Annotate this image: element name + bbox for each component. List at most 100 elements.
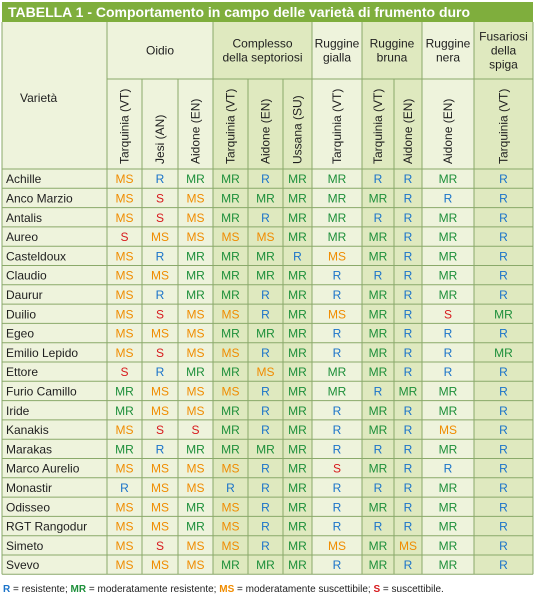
rating-cell: R xyxy=(404,249,413,263)
rating-cell: R xyxy=(499,230,508,244)
rating-cell: MS xyxy=(399,539,417,553)
rating-cell: MR xyxy=(439,288,458,302)
group-header-label: nera xyxy=(436,51,460,65)
rating-cell: MR xyxy=(439,404,458,418)
rating-cell: MR xyxy=(369,346,388,360)
rating-cell: R xyxy=(261,500,270,514)
rating-cell: R xyxy=(261,384,270,398)
rating-cell: R xyxy=(261,404,270,418)
rating-cell: R xyxy=(374,269,383,283)
legend-key: MS xyxy=(219,584,235,595)
rating-cell: MS xyxy=(116,346,134,360)
rating-cell: MS xyxy=(257,365,275,379)
rating-cell: R xyxy=(374,384,383,398)
rating-cell: MR xyxy=(288,442,307,456)
rating-cell: R xyxy=(499,288,508,302)
rating-cell: R xyxy=(261,539,270,553)
rating-cell: S xyxy=(120,365,128,379)
rating-cell: R xyxy=(261,423,270,437)
group-header-label: della xyxy=(491,44,517,58)
rating-cell: MR xyxy=(186,172,205,186)
rating-cell: MR xyxy=(256,269,275,283)
group-header-label: della septoriosi xyxy=(222,51,302,65)
rating-cell: MS xyxy=(151,384,169,398)
variety-name: RGT Rangodur xyxy=(6,520,87,534)
rating-cell: MS xyxy=(116,269,134,283)
rating-cell: MR xyxy=(328,230,347,244)
rating-cell: MS xyxy=(116,539,134,553)
row-header-label: Varietà xyxy=(20,91,57,105)
rating-cell: MS xyxy=(187,404,205,418)
rating-cell: MR xyxy=(256,327,275,341)
rating-cell: MR xyxy=(369,404,388,418)
rating-cell: MS xyxy=(116,172,134,186)
rating-cell: MR xyxy=(221,423,240,437)
rating-cell: MR xyxy=(288,520,307,534)
rating-cell: MR xyxy=(288,346,307,360)
rating-cell: MR xyxy=(186,500,205,514)
rating-cell: R xyxy=(404,423,413,437)
rating-cell: MR xyxy=(369,500,388,514)
rating-cell: R xyxy=(374,442,383,456)
rating-cell: MR xyxy=(494,346,513,360)
rating-cell: R xyxy=(261,520,270,534)
rating-cell: MR xyxy=(328,211,347,225)
rating-cell: MR xyxy=(439,269,458,283)
rating-cell: MR xyxy=(288,481,307,495)
rating-cell: MR xyxy=(221,288,240,302)
rating-cell: R xyxy=(156,288,165,302)
group-header-label: Complesso xyxy=(232,37,292,51)
group-header-label: bruna xyxy=(377,51,408,65)
variety-name: Ettore xyxy=(6,365,38,379)
rating-cell: MR xyxy=(439,384,458,398)
rating-cell: R xyxy=(444,191,453,205)
legend-key: S xyxy=(373,584,381,595)
rating-cell: MR xyxy=(288,500,307,514)
rating-cell: MR xyxy=(221,172,240,186)
rating-cell: S xyxy=(156,191,164,205)
rating-cell: R xyxy=(261,462,270,476)
rating-cell: MS xyxy=(151,558,169,572)
column-header: Tarquinia (VT) xyxy=(330,89,344,164)
rating-cell: R xyxy=(499,500,508,514)
column-header: Aidone (EN) xyxy=(401,99,415,164)
rating-cell: R xyxy=(333,346,342,360)
rating-cell: MR xyxy=(328,384,347,398)
rating-cell: MR xyxy=(186,269,205,283)
rating-cell: MS xyxy=(151,404,169,418)
rating-cell: R xyxy=(333,481,342,495)
rating-cell: R xyxy=(444,346,453,360)
rating-cell: R xyxy=(333,520,342,534)
rating-cell: R xyxy=(444,365,453,379)
rating-cell: R xyxy=(499,211,508,225)
rating-cell: R xyxy=(444,327,453,341)
rating-cell: MR xyxy=(288,288,307,302)
rating-cell: MR xyxy=(288,558,307,572)
rating-cell: MS xyxy=(151,500,169,514)
rating-cell: MR xyxy=(369,365,388,379)
rating-cell: MS xyxy=(439,423,457,437)
variety-name: Claudio xyxy=(6,269,47,283)
legend-key: R xyxy=(3,584,11,595)
rating-cell: MS xyxy=(222,520,240,534)
variety-name: Achille xyxy=(6,172,42,186)
rating-cell: MR xyxy=(256,442,275,456)
rating-cell: MR xyxy=(288,365,307,379)
rating-cell: MS xyxy=(187,462,205,476)
rating-cell: R xyxy=(404,191,413,205)
rating-cell: MS xyxy=(328,307,346,321)
rating-cell: MR xyxy=(439,539,458,553)
rating-cell: R xyxy=(374,520,383,534)
rating-cell: MR xyxy=(439,172,458,186)
variety-name: Marco Aurelio xyxy=(6,462,80,476)
rating-cell: MR xyxy=(288,462,307,476)
legend-key: MR xyxy=(70,584,87,595)
column-header: Tarquinia (VT) xyxy=(497,89,511,164)
rating-cell: MR xyxy=(186,365,205,379)
rating-cell: R xyxy=(499,191,508,205)
rating-cell: MS xyxy=(222,384,240,398)
rating-cell: R xyxy=(404,558,413,572)
rating-cell: R xyxy=(156,249,165,263)
rating-cell: R xyxy=(120,481,129,495)
